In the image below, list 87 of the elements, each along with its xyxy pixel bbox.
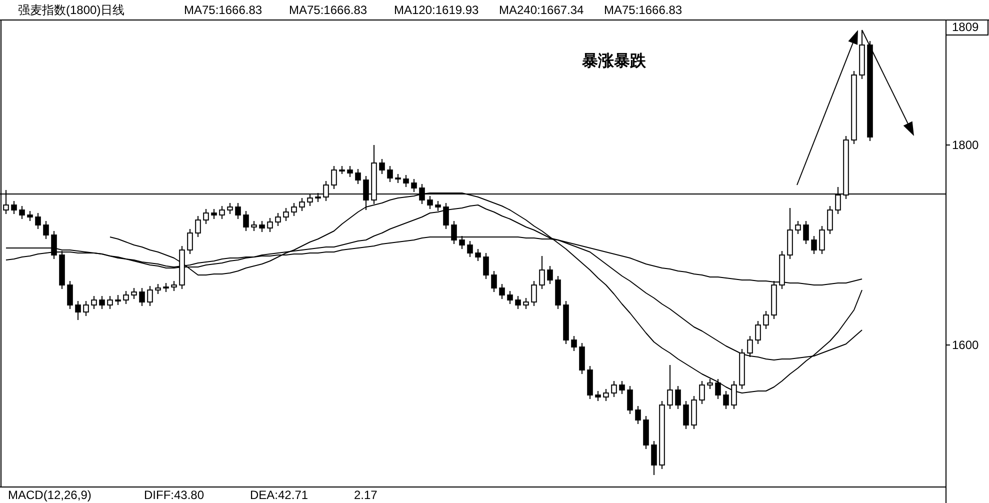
candlestick — [203, 208, 209, 224]
candlestick — [139, 288, 145, 306]
candlestick — [107, 296, 113, 310]
candlestick — [627, 386, 633, 414]
text: MA75:1666.83 — [184, 3, 262, 17]
candlestick — [667, 364, 673, 410]
candlestick — [75, 300, 81, 320]
text: MA75:1666.83 — [604, 3, 682, 17]
candlestick — [243, 210, 249, 232]
candlestick — [475, 248, 481, 262]
candlestick — [27, 210, 33, 222]
candlestick — [355, 168, 361, 184]
text: MACD(12,26,9) — [8, 488, 92, 502]
candlestick — [19, 206, 25, 220]
candlestick — [379, 158, 385, 174]
chart-title: 强麦指数(1800)日线 — [18, 3, 125, 17]
candlestick — [387, 166, 393, 182]
candlestick — [699, 380, 705, 404]
candlestick — [571, 336, 577, 352]
candlestick — [283, 208, 289, 222]
candlestick — [683, 400, 689, 430]
candlestick — [723, 390, 729, 410]
text: MA75:1666.83 — [289, 3, 368, 17]
candlestick — [291, 202, 297, 216]
candlestick — [219, 206, 225, 220]
candlestick — [515, 296, 521, 310]
candlestick — [675, 386, 681, 410]
candlestick — [619, 380, 625, 394]
candlestick — [803, 220, 809, 244]
annotation: 暴涨暴跌 — [581, 52, 647, 70]
candlestick — [491, 270, 497, 292]
candlestick — [267, 218, 273, 232]
candlestick — [123, 290, 129, 304]
candlestick — [211, 208, 217, 220]
y-tick-label: 1800 — [952, 138, 980, 152]
candlestick — [595, 390, 601, 402]
candlestick — [523, 298, 529, 310]
candlestick — [147, 286, 153, 306]
candlestick — [403, 174, 409, 188]
candlestick — [43, 220, 49, 240]
candlestick — [67, 280, 73, 310]
candlestick — [747, 336, 753, 358]
candlestick — [331, 166, 337, 190]
candlestick — [347, 166, 353, 178]
text: MA120:1619.93 — [394, 3, 480, 17]
candlestick — [507, 290, 513, 304]
candlestick — [99, 296, 105, 310]
candlestick — [707, 378, 713, 390]
candlestick — [131, 288, 137, 300]
text: 1809 — [952, 20, 980, 34]
candlestick — [635, 406, 641, 424]
candlestick — [795, 220, 801, 234]
candlestick — [195, 216, 201, 238]
candlestick — [275, 212, 281, 226]
candlestick — [227, 202, 233, 214]
candlestick — [531, 280, 537, 306]
candlestick — [579, 342, 585, 374]
text: DEA:42.71 — [250, 488, 308, 502]
candlestick — [611, 380, 617, 398]
text: 2.17 — [354, 488, 378, 502]
text: MA240:1667.34 — [499, 3, 584, 17]
candlestick — [91, 296, 97, 310]
candlestick — [187, 228, 193, 254]
candlestick — [603, 388, 609, 402]
candlestick — [155, 284, 161, 294]
candlestick — [35, 212, 41, 230]
candlestick — [483, 252, 489, 280]
candlestick — [259, 220, 265, 232]
candlestick — [547, 266, 553, 284]
candlestick — [235, 202, 241, 220]
candlestick — [651, 440, 657, 476]
candlestick — [499, 284, 505, 300]
candlestick — [755, 320, 761, 344]
candlestick — [763, 310, 769, 330]
candlestick — [299, 198, 305, 212]
candlestick — [827, 206, 833, 234]
text: DIFF:43.80 — [144, 488, 204, 502]
candlestick — [115, 294, 121, 306]
candlestick — [251, 220, 257, 232]
candlestick — [467, 240, 473, 258]
candlestick — [819, 226, 825, 254]
candlestick — [83, 300, 89, 316]
y-tick-label: 1600 — [952, 338, 980, 352]
candlestick — [11, 200, 17, 214]
candlestick — [811, 236, 817, 254]
candlestick — [171, 280, 177, 292]
candlestick — [539, 256, 545, 290]
